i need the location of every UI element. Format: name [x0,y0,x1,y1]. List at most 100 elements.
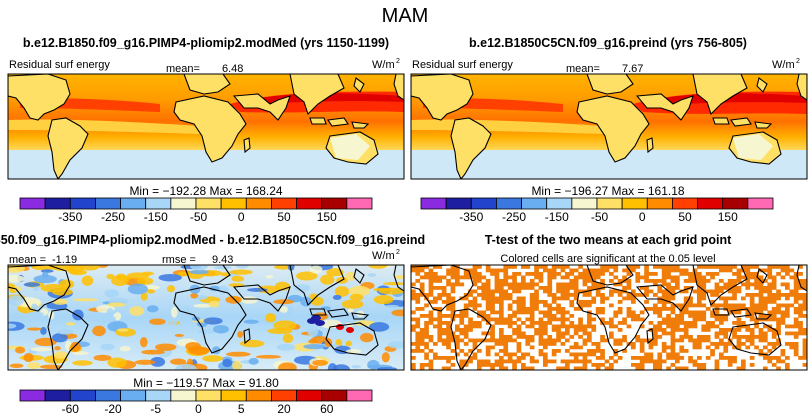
case1-colorbar-box-10 [271,197,297,210]
case1-colorbar-box-12 [321,197,348,210]
panel-case1-units: W/m 2 [372,58,400,71]
panel-case2-varlabel: Residual surf energy [412,59,513,71]
panel-case2-mean-label: mean= [566,63,600,75]
difference-colorbar-tick-4: 5 [238,402,245,416]
case2-colorbar-tick-4: 0 [639,210,646,224]
svg-text:2: 2 [396,58,400,65]
panel-case2-units: W/m 2 [772,58,800,71]
panel-difference-colorbar: -60 -20 -5 0 5 20 60 [19,389,373,416]
panel-difference-rmse-label: rmse = [162,254,196,266]
panel-ttest-title: T-test of the two means at each grid poi… [485,233,732,247]
case2-colorbar-box-5 [546,197,573,210]
panel-case1-title: b.e12.B1850.f09_g16.PIMP4-pliomip2.modMe… [23,36,389,50]
panel-case1-minmax: Min = −192.28 Max = 168.24 [129,184,282,198]
case2-colorbar-tick-1: -250 [502,210,526,224]
difference-colorbar-tick-1: -20 [104,402,122,416]
difference-colorbar-box-10 [271,389,297,402]
panel-difference-title: 1850.f09_g16.PIMP4-pliomip2.modMed - b.e… [0,233,425,247]
panel-difference-units: W/m 2 [372,249,400,262]
panel-case1: b.e12.B1850.f09_g16.PIMP4-pliomip2.modMe… [7,36,405,224]
case2-colorbar-tick-5: 50 [678,210,692,224]
panel-case2-colorbar: -350 -250 -150 -50 0 50 150 [420,197,774,224]
case1-colorbar-tick-0: -350 [58,210,82,224]
panel-case1-map [8,74,404,179]
case1-colorbar-tick-5: 50 [277,210,291,224]
panel-case1-colorbar: -350 -250 -150 -50 0 50 150 [19,197,373,224]
case2-colorbar-tick-2: -150 [545,210,569,224]
case2-colorbar-box-10 [672,197,698,210]
difference-colorbar-box-12 [321,389,348,402]
case2-colorbar-box-12 [722,197,749,210]
case1-colorbar-box-9 [245,197,272,210]
svg-text:2: 2 [796,58,800,65]
case1-colorbar-box-13 [346,197,373,210]
panel-case1-varlabel: Residual surf energy [9,59,110,71]
difference-colorbar-tick-6: 60 [320,402,334,416]
difference-colorbar-box-13 [346,389,373,402]
difference-colorbar-box-2 [69,389,96,402]
case1-colorbar-box-2 [69,197,96,210]
case2-colorbar-box-11 [697,197,724,210]
case1-colorbar-box-6 [170,197,197,210]
difference-colorbar-box-1 [44,389,71,402]
case1-colorbar-tick-3: -50 [190,210,208,224]
case2-colorbar-tick-6: 150 [718,210,738,224]
case1-colorbar-box-11 [296,197,323,210]
case2-colorbar-box-3 [496,197,522,210]
difference-colorbar-box-4 [120,389,147,402]
case2-colorbar-box-7 [596,197,623,210]
case2-colorbar-box-1 [445,197,472,210]
difference-colorbar-tick-3: 0 [195,402,202,416]
panel-difference-mean-label: mean = [9,254,46,266]
case1-colorbar-tick-2: -150 [144,210,168,224]
case1-colorbar-box-1 [44,197,71,210]
case2-colorbar-box-4 [521,197,548,210]
case2-colorbar-tick-0: -350 [459,210,483,224]
case1-colorbar-box-3 [95,197,121,210]
svg-text:W/m: W/m [372,59,395,71]
case1-colorbar-tick-1: -250 [101,210,125,224]
panel-difference-rmse-value: 9.43 [212,254,233,266]
case2-colorbar-box-9 [646,197,673,210]
case1-colorbar-box-7 [195,197,222,210]
difference-colorbar-box-3 [95,389,121,402]
svg-text:W/m: W/m [772,59,795,71]
case2-colorbar-box-8 [621,197,648,210]
case1-colorbar-box-4 [120,197,147,210]
panel-case2-mean-value: 7.67 [622,63,643,75]
case2-colorbar-box-13 [747,197,774,210]
difference-colorbar-box-6 [170,389,197,402]
panel-difference-minmax: Min = −119.57 Max = 91.80 [133,376,279,390]
panel-case1-mean-value: 6.48 [222,63,243,75]
svg-text:W/m: W/m [372,250,395,262]
panel-case1-mean-label: mean= [166,63,200,75]
panel-ttest-subtitle: Colored cells are significant at the 0.0… [500,253,715,265]
panel-ttest: T-test of the two means at each grid poi… [410,233,808,371]
case1-colorbar-box-8 [220,197,247,210]
panel-case2-map [411,74,807,179]
difference-colorbar-box-8 [220,389,247,402]
panel-case2: b.e12.B1850C5CN.f09_g16.preind (yrs 756-… [410,36,808,224]
case2-colorbar-box-0 [420,197,447,210]
case1-colorbar-box-5 [145,197,172,210]
case2-colorbar-box-6 [571,197,598,210]
panel-ttest-map [411,265,807,370]
difference-colorbar-tick-2: -5 [150,402,161,416]
difference-colorbar-box-9 [245,389,272,402]
svg-text:2: 2 [396,249,400,256]
case2-colorbar-box-2 [470,197,497,210]
season-title: MAM [382,5,429,27]
difference-colorbar-box-5 [145,389,172,402]
difference-colorbar-box-11 [296,389,323,402]
panel-case2-minmax: Min = −196.27 Max = 161.18 [531,184,684,198]
panel-difference: 1850.f09_g16.PIMP4-pliomip2.modMed - b.e… [0,233,425,416]
difference-colorbar-box-0 [19,389,46,402]
panel-difference-mean-value: -1.19 [52,254,77,266]
case1-colorbar-tick-6: 150 [317,210,337,224]
case1-colorbar-box-0 [19,197,46,210]
difference-colorbar-tick-0: -60 [62,402,80,416]
difference-colorbar-tick-5: 20 [277,402,291,416]
panel-difference-map [8,265,404,370]
case1-colorbar-tick-4: 0 [238,210,245,224]
